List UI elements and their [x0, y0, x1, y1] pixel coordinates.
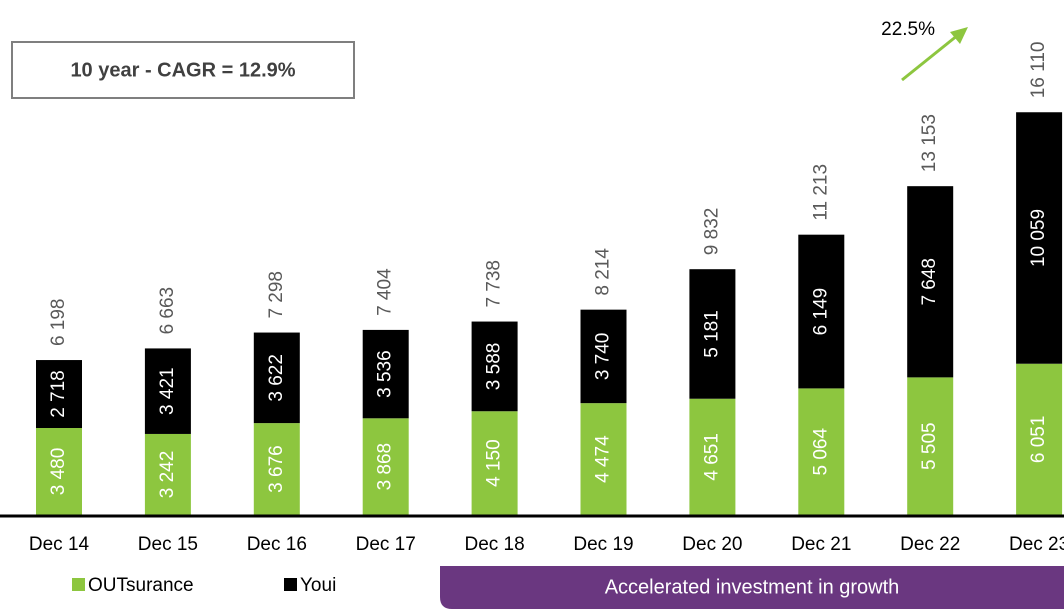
x-tick-label: Dec 14	[29, 534, 90, 555]
segment-label: 3 740	[593, 333, 614, 381]
segment-label: 4 651	[701, 433, 722, 481]
x-tick-label: Dec 23	[1009, 534, 1064, 555]
growth-arrow	[901, 33, 959, 82]
bar-segment	[36, 428, 82, 515]
total-label: 8 214	[593, 248, 614, 296]
segment-label: 10 059	[1028, 209, 1049, 267]
total-label: 7 298	[266, 271, 287, 319]
total-label: 9 832	[701, 208, 722, 256]
segment-label: 3 622	[266, 354, 287, 402]
bar-segment	[798, 388, 845, 515]
segment-label: 6 051	[1028, 416, 1049, 464]
banner-text: Accelerated investment in growth	[605, 576, 900, 598]
segment-label: 3 242	[157, 451, 178, 499]
segment-label: 3 480	[48, 448, 69, 496]
bar-segment	[907, 186, 954, 378]
total-label: 6 663	[157, 287, 178, 335]
total-label: 7 738	[484, 260, 505, 308]
segment-label: 2 718	[48, 370, 69, 418]
x-tick-label: Dec 21	[791, 534, 851, 555]
bar-segment	[907, 377, 954, 515]
arrow-head	[950, 27, 968, 44]
x-tick-label: Dec 18	[464, 534, 524, 555]
bar-segment	[144, 348, 191, 434]
segment-label: 3 868	[375, 443, 396, 491]
total-label: 6 198	[48, 299, 69, 347]
bar-segment	[1016, 363, 1063, 515]
total-label: 16 110	[1028, 42, 1049, 99]
bar-segment	[798, 234, 845, 389]
segment-label: 5 181	[701, 310, 722, 358]
segment-label: 7 648	[919, 258, 940, 306]
segment-label: 3 676	[266, 445, 287, 493]
bar-segment	[253, 332, 300, 424]
legend-swatch	[284, 578, 297, 591]
x-tick-label: Dec 20	[682, 534, 742, 555]
banner	[440, 566, 1064, 609]
x-tick-label: Dec 15	[138, 534, 198, 555]
legend-label: Youi	[300, 575, 336, 596]
segment-label: 5 064	[810, 427, 831, 475]
segment-label: 3 588	[484, 343, 505, 391]
legend-label: OUTsurance	[88, 575, 194, 596]
x-tick-label: Dec 22	[900, 534, 960, 555]
growth-label: 22.5%	[881, 19, 935, 40]
total-label: 11 213	[810, 164, 831, 221]
total-label: 13 153	[919, 114, 940, 172]
bar-segment	[580, 403, 627, 515]
segment-label: 3 536	[375, 350, 396, 398]
bar-segment	[1016, 112, 1063, 364]
x-tick-label: Dec 16	[247, 534, 307, 555]
bar-segment	[362, 418, 409, 515]
bar-segment	[689, 398, 736, 515]
bar-segment	[689, 269, 736, 399]
bar-segment	[580, 309, 627, 404]
bar-segment	[253, 423, 300, 515]
x-tick-label: Dec 17	[356, 534, 416, 555]
legend-swatch	[72, 578, 85, 591]
cagr-text: 10 year - CAGR = 12.9%	[70, 59, 295, 81]
bar-segment	[362, 329, 409, 419]
segment-label: 5 505	[919, 422, 940, 470]
bar-segment	[144, 433, 191, 515]
segment-label: 4 150	[484, 439, 505, 487]
segment-label: 6 149	[810, 288, 831, 336]
bar-segment	[471, 411, 518, 515]
segment-label: 3 421	[157, 367, 178, 415]
x-tick-label: Dec 19	[573, 534, 633, 555]
bar-segment	[471, 321, 518, 412]
segment-label: 4 474	[593, 435, 614, 483]
bar-segment	[36, 360, 82, 428]
cagr-box	[11, 41, 355, 99]
total-label: 7 404	[375, 268, 396, 316]
